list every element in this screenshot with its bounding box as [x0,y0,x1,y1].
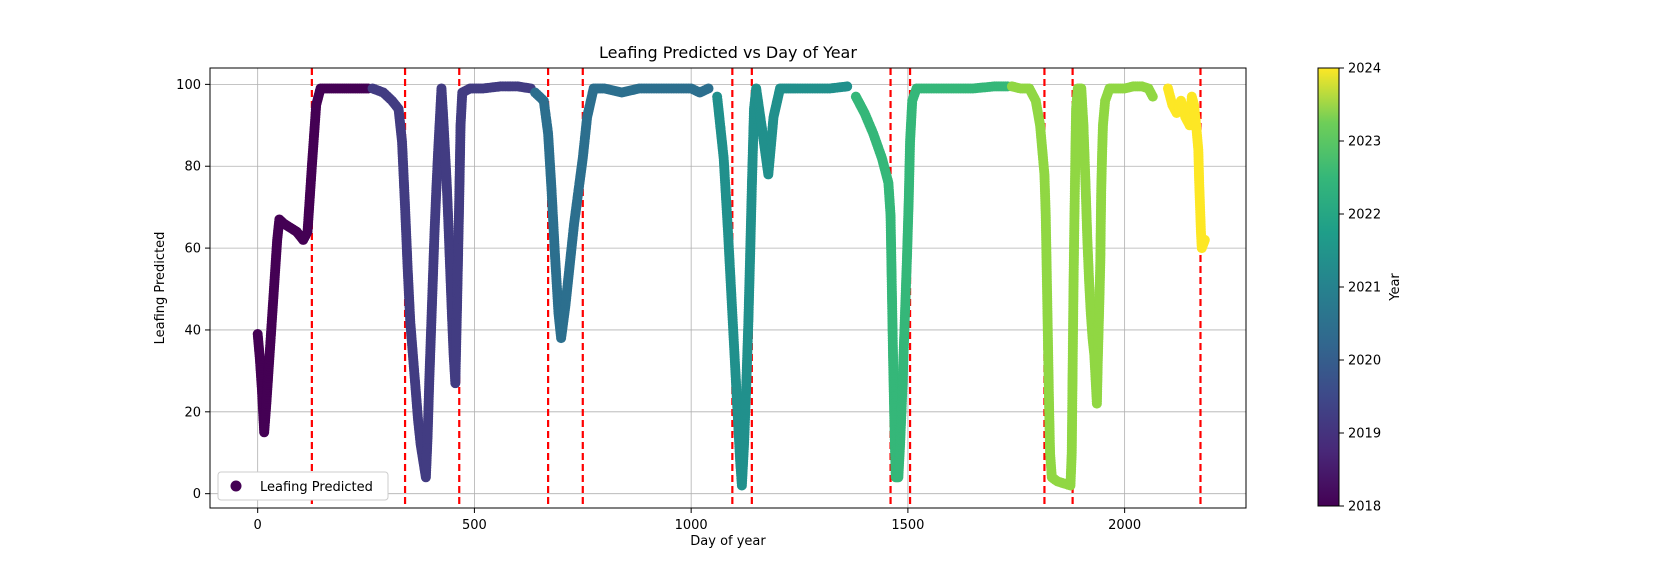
y-tick-label: 20 [184,405,201,420]
legend: Leafing Predicted [217,471,389,501]
chart-title: Leafing Predicted vs Day of Year [599,43,857,62]
plot-frame [209,67,1247,509]
data-points [252,81,1210,491]
y-tick-label: 80 [184,160,201,175]
data-point [1147,91,1158,102]
data-point [1199,234,1210,245]
x-tick-label: 1000 [675,518,708,533]
y-tick-label: 100 [176,78,201,93]
colorbar-tick-label: 2021 [1348,281,1381,296]
x-tick-label: 0 [254,518,262,533]
colorbar: 2018 2019 2020 2021 2022 2023 2024 Year [1317,62,1403,515]
x-axis-ticks: 0 500 1000 1500 2000 [254,508,1141,533]
legend-label: Leafing Predicted [260,480,373,495]
colorbar-tick-label: 2024 [1348,62,1381,77]
colorbar-tick-label: 2022 [1348,208,1381,223]
legend-marker [230,480,242,492]
x-tick-label: 2000 [1108,518,1141,533]
colorbar-tick-label: 2023 [1348,135,1381,150]
colorbar-label: Year [1388,273,1403,302]
colorbar-tick-label: 2018 [1348,500,1381,515]
data-point [842,81,853,92]
colorbar-gradient [1317,67,1340,507]
x-axis-label: Day of year [690,534,766,549]
y-tick-label: 60 [184,242,201,257]
y-tick-label: 0 [193,487,201,502]
y-axis-ticks: 0 20 40 60 80 100 [176,78,210,502]
x-tick-label: 500 [462,518,487,533]
colorbar-tick-label: 2020 [1348,354,1381,369]
y-tick-label: 40 [184,323,201,338]
colorbar-tick-label: 2019 [1348,427,1381,442]
colorbar-ticks: 2018 2019 2020 2021 2022 2023 2024 [1339,62,1381,515]
x-tick-label: 1500 [891,518,924,533]
legend-box [217,471,389,501]
y-axis-label: Leafing Predicted [153,232,168,345]
data-point [703,83,714,94]
